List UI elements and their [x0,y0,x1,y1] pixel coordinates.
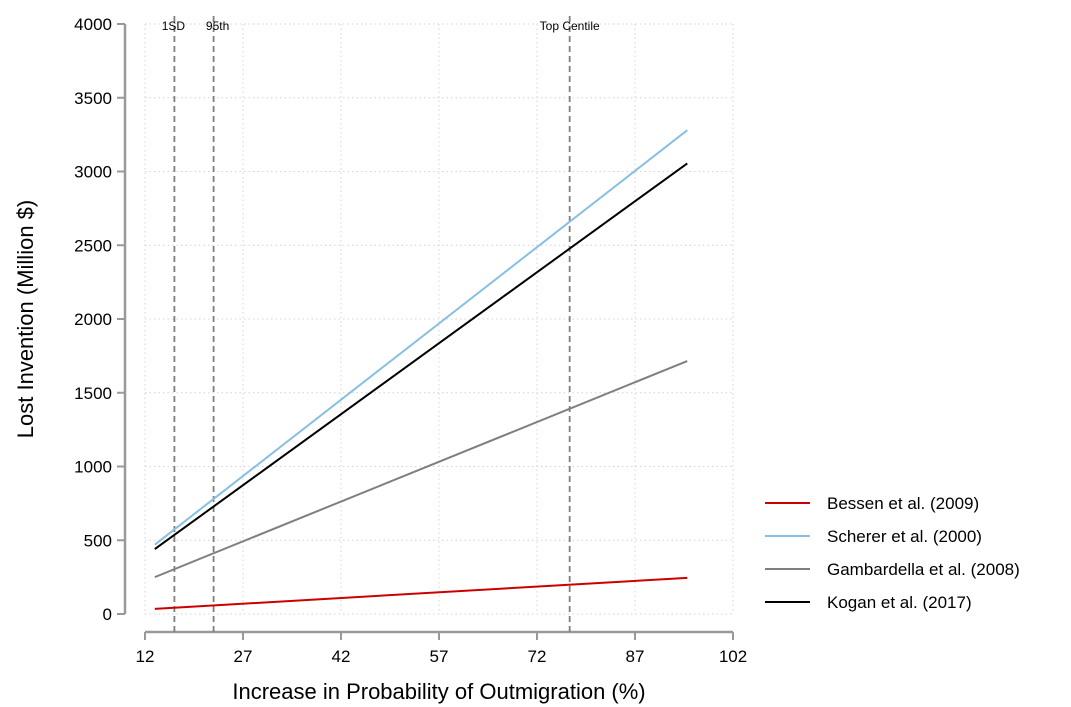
series-line [154,576,688,610]
x-tick-label: 102 [719,647,747,666]
x-tick-label: 87 [626,647,645,666]
legend-label: Scherer et al. (2000) [827,527,982,546]
legend: Bessen et al. (2009) Scherer et al. (2000… [765,494,1020,612]
reference-line-label: 95th [206,19,229,33]
x-tick-label: 72 [528,647,547,666]
y-tick-label: 4000 [74,15,112,34]
legend-label: Kogan et al. (2017) [827,593,972,612]
y-tick-label: 2000 [74,310,112,329]
y-tick-label: 1500 [74,384,112,403]
y-tick-label: 0 [103,605,112,624]
series-line [154,162,688,550]
reference-lines: 1SD 95th Top Centile [162,16,600,632]
legend-label: Gambardella et al. (2008) [827,560,1020,579]
series-line [154,129,688,546]
series-lines [154,129,688,610]
y-tick-label: 3500 [74,89,112,108]
y-tick-label: 500 [84,531,112,550]
x-tick-label: 12 [136,647,155,666]
y-tick-label: 2500 [74,236,112,255]
x-tick-label: 42 [332,647,351,666]
series-line [154,360,688,579]
legend-label: Bessen et al. (2009) [827,494,979,513]
axes: 0 500 1000 1500 2000 2500 3000 3500 4000 12 27 42 57… [74,15,747,666]
y-tick-label: 1000 [74,458,112,477]
reference-line-label: Top Centile [540,19,600,33]
grid [144,23,734,615]
y-axis-title: Lost Invention (Million $) [13,200,38,438]
y-tick-label: 3000 [74,163,112,182]
x-tick-label: 27 [234,647,253,666]
reference-line-label: 1SD [162,19,186,33]
x-axis-title: Increase in Probability of Outmigration … [232,679,645,704]
x-tick-label: 57 [430,647,449,666]
